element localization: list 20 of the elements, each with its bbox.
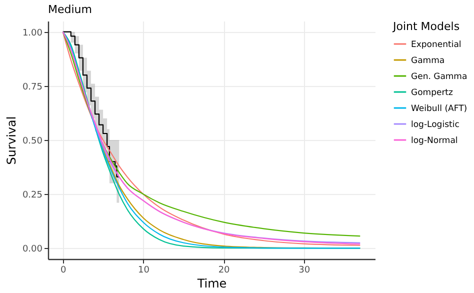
legend-label: Gompertz <box>411 88 454 98</box>
x-tick-label: 20 <box>218 266 230 276</box>
legend-label: log-Normal <box>411 136 458 146</box>
x-axis-title: Time <box>196 276 227 290</box>
y-tick-label: 1.00 <box>22 28 43 38</box>
chart-title: Medium <box>48 3 92 16</box>
legend-label: log-Logistic <box>411 120 460 130</box>
x-tick-label: 10 <box>138 266 150 276</box>
legend-label: Gamma <box>411 56 445 66</box>
legend-label: Weibull (AFT) <box>411 104 468 114</box>
x-tick-label: 30 <box>298 266 310 276</box>
legend-label: Gen. Gamma <box>411 72 468 82</box>
y-tick-label: 0.25 <box>22 190 42 201</box>
y-tick-label: 0.00 <box>22 244 43 255</box>
legend-title: Joint Models <box>392 20 460 33</box>
x-tick-label: 0 <box>60 266 66 276</box>
legend-label: Exponential <box>411 40 462 50</box>
y-axis-title: Survival <box>4 116 18 165</box>
y-tick-label: 0.75 <box>22 82 42 92</box>
y-tick-label: 0.50 <box>22 136 43 146</box>
